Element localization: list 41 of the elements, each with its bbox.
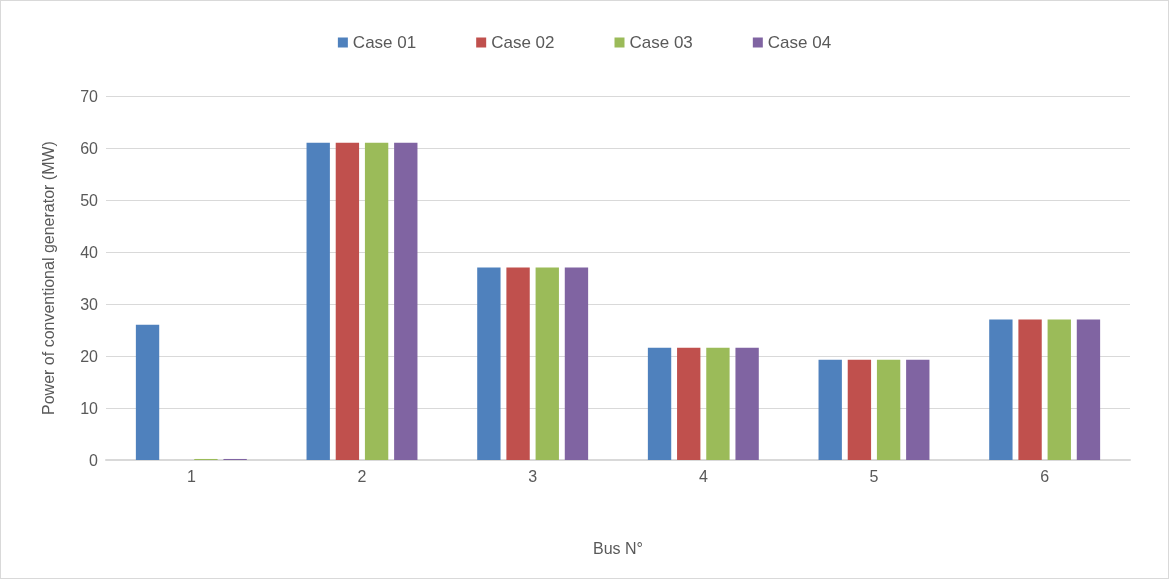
y-tick-label: 40	[80, 243, 99, 261]
bar	[1047, 319, 1071, 460]
y-tick-label: 10	[80, 399, 99, 417]
legend-label: Case 03	[629, 33, 693, 52]
x-tick-label: 2	[357, 467, 367, 485]
legend-label: Case 04	[767, 33, 832, 52]
bar	[535, 267, 559, 460]
bar	[306, 142, 330, 460]
x-tick-label: 3	[528, 467, 538, 485]
bar	[876, 359, 901, 460]
y-tick-label: 50	[80, 191, 99, 209]
bar	[364, 142, 389, 460]
legend-label: Case 02	[491, 33, 555, 52]
y-tick-label: 20	[80, 347, 99, 365]
y-axis-title: Power of conventional generator (MW)	[39, 141, 57, 415]
bar	[135, 324, 160, 460]
legend-label: Case 01	[352, 33, 417, 52]
x-tick-label: 6	[1040, 467, 1050, 485]
y-tick-label: 70	[80, 87, 99, 105]
x-tick-label: 4	[698, 467, 708, 485]
bar	[394, 142, 418, 460]
bar	[1076, 319, 1101, 460]
y-tick-label: 0	[89, 451, 99, 469]
bar	[1018, 319, 1042, 460]
y-tick-label: 60	[80, 139, 99, 157]
bar	[847, 359, 872, 460]
x-tick-label: 5	[869, 467, 879, 485]
bar	[647, 347, 672, 460]
x-axis-title: Bus N°	[593, 539, 643, 557]
bar	[735, 347, 759, 460]
bar	[477, 267, 501, 460]
x-tick-label: 1	[186, 467, 196, 485]
bar	[989, 319, 1013, 460]
bar	[506, 267, 530, 460]
bar	[335, 142, 360, 460]
bar	[906, 359, 930, 460]
bar	[564, 267, 589, 460]
bar	[706, 347, 730, 460]
bar	[677, 347, 701, 460]
y-tick-label: 30	[80, 295, 99, 313]
bar	[818, 359, 842, 460]
